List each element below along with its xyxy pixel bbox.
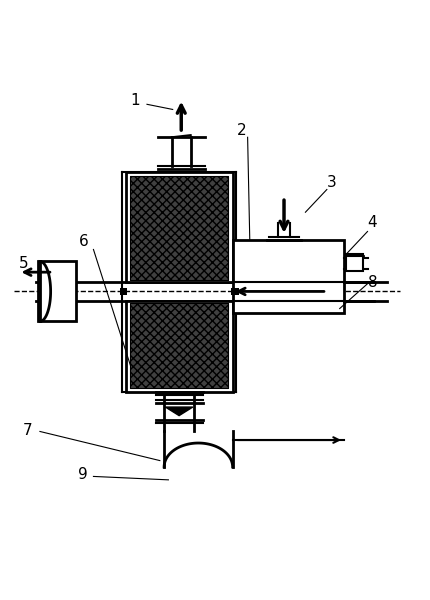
Text: 9: 9 bbox=[78, 467, 88, 482]
Bar bbox=[232, 240, 343, 313]
Bar bbox=[129, 176, 228, 280]
Bar bbox=[38, 262, 76, 322]
Text: 7: 7 bbox=[23, 423, 32, 438]
Bar bbox=[129, 303, 228, 388]
Text: 5: 5 bbox=[18, 256, 28, 271]
Bar bbox=[125, 172, 232, 282]
Text: 8: 8 bbox=[367, 275, 376, 290]
Text: 4: 4 bbox=[367, 215, 376, 230]
Text: 6: 6 bbox=[78, 235, 88, 250]
Bar bbox=[125, 301, 232, 392]
Text: 2: 2 bbox=[237, 123, 246, 138]
Bar bbox=[129, 176, 228, 280]
Text: 1: 1 bbox=[129, 93, 139, 108]
Polygon shape bbox=[165, 407, 192, 416]
Text: 3: 3 bbox=[326, 175, 336, 190]
Bar bbox=[230, 287, 238, 295]
Bar bbox=[129, 303, 228, 388]
Bar bbox=[119, 287, 127, 295]
Bar bbox=[345, 256, 362, 271]
